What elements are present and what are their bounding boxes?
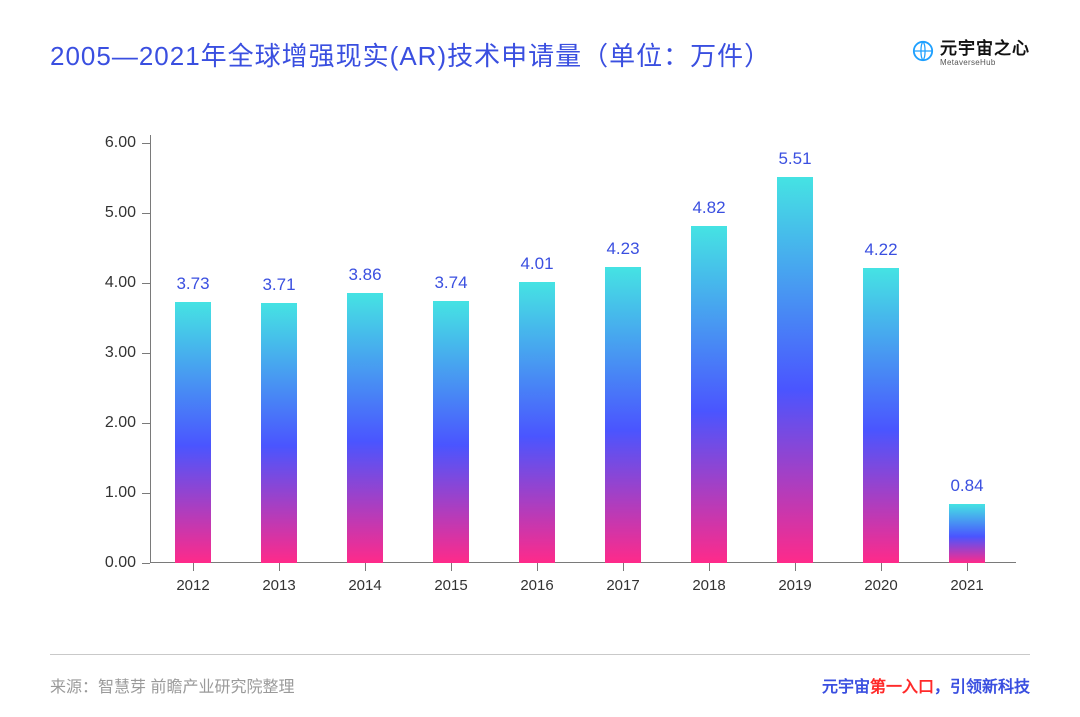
- x-tick: [709, 563, 710, 571]
- bar-value-label: 0.84: [950, 476, 983, 496]
- y-tick: [142, 423, 150, 424]
- footer: 来源：智慧芽 前瞻产业研究院整理 元宇宙第一入口，引领新科技: [0, 654, 1080, 697]
- source-label: 来源：: [50, 679, 98, 696]
- bar-value-label: 4.01: [520, 254, 553, 274]
- y-tick: [142, 493, 150, 494]
- bar: 3.71: [261, 303, 297, 563]
- plot-area: 0.001.002.003.004.005.006.0020123.732013…: [150, 143, 1010, 563]
- y-tick-label: 2.00: [105, 414, 136, 432]
- source-text: 来源：智慧芽 前瞻产业研究院整理: [50, 673, 294, 697]
- x-tick-label: 2020: [864, 577, 897, 594]
- bar-value-label: 3.73: [176, 274, 209, 294]
- bar: 4.22: [863, 268, 899, 563]
- bar-value-label: 3.86: [348, 265, 381, 285]
- x-tick: [193, 563, 194, 571]
- y-tick-label: 3.00: [105, 344, 136, 362]
- y-axis-line: [150, 135, 151, 563]
- x-tick: [967, 563, 968, 571]
- x-tick: [623, 563, 624, 571]
- brand-name-en: MetaverseHub: [940, 59, 996, 67]
- x-tick-label: 2015: [434, 577, 467, 594]
- source-value: 智慧芽 前瞻产业研究院整理: [98, 679, 294, 696]
- bar: 3.74: [433, 301, 469, 563]
- bar-value-label: 4.23: [606, 239, 639, 259]
- x-tick-label: 2017: [606, 577, 639, 594]
- footer-row: 来源：智慧芽 前瞻产业研究院整理 元宇宙第一入口，引领新科技: [50, 673, 1030, 697]
- y-tick: [142, 213, 150, 214]
- brand-logo: 元宇宙之心 MetaverseHub: [912, 40, 1030, 67]
- brand-name-cn: 元宇宙之心: [940, 40, 1030, 57]
- y-tick: [142, 283, 150, 284]
- bar: 0.84: [949, 504, 985, 563]
- footer-divider: [50, 654, 1030, 655]
- x-tick: [795, 563, 796, 571]
- y-tick-label: 1.00: [105, 484, 136, 502]
- bar: 3.73: [175, 302, 211, 563]
- y-tick-label: 6.00: [105, 134, 136, 152]
- y-tick: [142, 563, 150, 564]
- bar-value-label: 3.74: [434, 273, 467, 293]
- brand-text: 元宇宙之心 MetaverseHub: [940, 40, 1030, 67]
- x-tick: [881, 563, 882, 571]
- tagline-part-c: ，引领新科技: [934, 679, 1030, 696]
- bar-value-label: 3.71: [262, 275, 295, 295]
- x-tick-label: 2012: [176, 577, 209, 594]
- x-tick: [279, 563, 280, 571]
- x-tick-label: 2013: [262, 577, 295, 594]
- x-tick-label: 2021: [950, 577, 983, 594]
- x-tick: [451, 563, 452, 571]
- x-tick-label: 2014: [348, 577, 381, 594]
- y-tick: [142, 353, 150, 354]
- x-tick: [537, 563, 538, 571]
- page: 2005—2021年全球增强现实(AR)技术申请量（单位：万件） 元宇宙之心 M…: [0, 0, 1080, 717]
- y-tick-label: 5.00: [105, 204, 136, 222]
- bar: 4.01: [519, 282, 555, 563]
- chart-title: 2005—2021年全球增强现实(AR)技术申请量（单位：万件）: [50, 36, 771, 73]
- y-tick: [142, 143, 150, 144]
- bar: 4.23: [605, 267, 641, 563]
- chart-area: 0.00 1.00 2.00 3.00 4.00 5.00 6.00 2012 3.73 2013…: [50, 133, 1030, 613]
- tagline: 元宇宙第一入口，引领新科技: [822, 673, 1030, 697]
- x-tick-label: 2018: [692, 577, 725, 594]
- tagline-part-a: 元宇宙: [822, 679, 870, 696]
- bar: 4.82: [691, 226, 727, 563]
- x-tick-label: 2019: [778, 577, 811, 594]
- y-tick-label: 0.00: [105, 554, 136, 572]
- bar: 5.51: [777, 177, 813, 563]
- bar-value-label: 4.22: [864, 240, 897, 260]
- bar-value-label: 4.82: [692, 198, 725, 218]
- bar-value-label: 5.51: [778, 149, 811, 169]
- tagline-part-b: 第一入口: [870, 679, 934, 696]
- x-tick: [365, 563, 366, 571]
- bar: 3.86: [347, 293, 383, 563]
- header: 2005—2021年全球增强现实(AR)技术申请量（单位：万件） 元宇宙之心 M…: [50, 36, 1030, 73]
- globe-icon: [912, 40, 934, 67]
- y-tick-label: 4.00: [105, 274, 136, 292]
- x-tick-label: 2016: [520, 577, 553, 594]
